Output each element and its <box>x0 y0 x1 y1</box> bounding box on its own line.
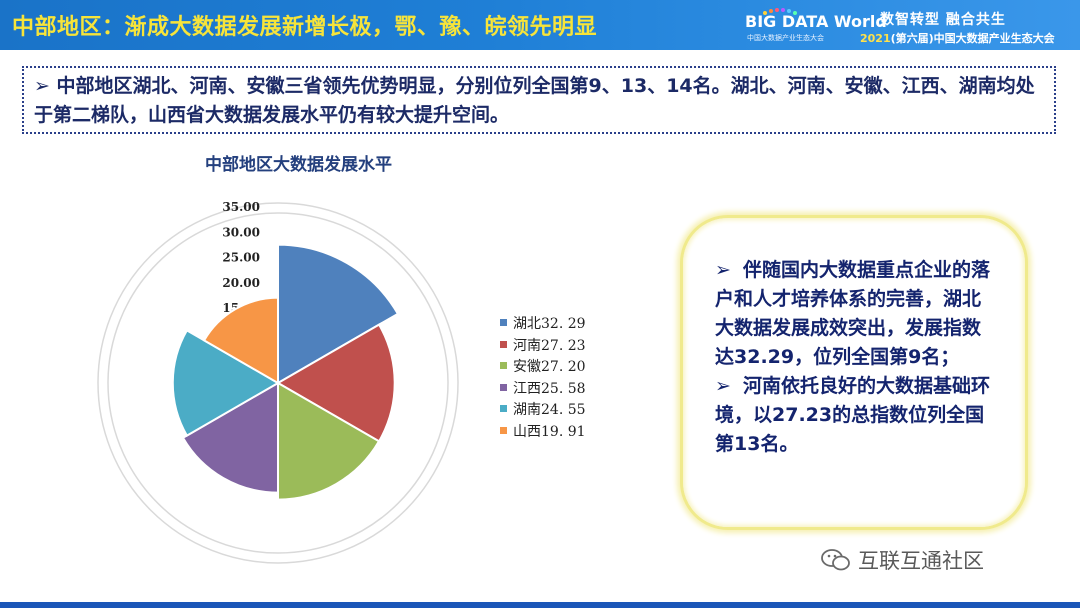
outer-ring <box>97 202 459 564</box>
legend-label: 河南27. 23 <box>513 337 586 354</box>
callout-item-2-text: 河南依托良好的大数据基础环境，以27.23的总指数位列全国第13名。 <box>715 375 991 455</box>
page-title: 中部地区：渐成大数据发展新增长极，鄂、豫、皖领先明显 <box>12 15 598 40</box>
legend-label: 湖北32. 29 <box>513 316 586 332</box>
event-title: (第六届)中国大数据产业生态大会 <box>890 32 1055 45</box>
legend-label: 山西19. 91 <box>513 423 586 440</box>
legend-swatch <box>500 383 507 391</box>
callout-item-1: ➢ 伴随国内大数据重点企业的落户和人才培养体系的完善，湖北大数据发展成效突出，发展… <box>715 256 995 372</box>
callout-box: ➢ 伴随国内大数据重点企业的落户和人才培养体系的完善，湖北大数据发展成效突出，发展… <box>680 215 1028 530</box>
legend-item: 安徽27. 20 <box>500 356 620 378</box>
chart-slices <box>171 243 400 501</box>
arrow-bullet-icon: ➢ <box>715 259 731 281</box>
chart-legend: 湖北32. 29 河南27. 23 安徽27. 20 江西25. 58 湖南24. 55… <box>500 313 620 442</box>
callout-text: ➢ 伴随国内大数据重点企业的落户和人才培养体系的完善，湖北大数据发展成效突出，发展… <box>715 256 995 459</box>
slice-安徽 <box>277 381 381 501</box>
legend-swatch <box>500 362 507 369</box>
wechat-icon <box>821 549 850 571</box>
inner-ring <box>107 212 449 554</box>
logo-subtext: 中国大数据产业生态大会 <box>747 34 824 42</box>
arrow-bullet-icon: ➢ <box>715 375 731 397</box>
tick-label: 35.00 <box>222 200 260 214</box>
summary-text: ➢ 中部地区湖北、河南、安徽三省领先优势明显，分别位列全国第9、13、14名。湖… <box>34 75 1035 126</box>
legend-item: 江西25. 58 <box>500 378 620 400</box>
legend-item: 河南27. 23 <box>500 335 620 357</box>
footer-line <box>0 602 1080 608</box>
slice-江西 <box>181 381 279 494</box>
callout-item-1-text: 伴随国内大数据重点企业的落户和人才培养体系的完善，湖北大数据发展成效突出，发展指… <box>715 259 991 368</box>
bigdata-world-logo: BIG DATA World 中国大数据产业生态大会 <box>745 6 887 44</box>
legend-item: 湖南24. 55 <box>500 399 620 421</box>
slice-湖北 <box>277 243 400 385</box>
event-year: 2021 <box>860 32 891 45</box>
legend-label: 江西25. 58 <box>513 380 586 397</box>
logo-text: BIG DATA World <box>745 12 887 31</box>
logo-dots-icon <box>763 8 797 15</box>
legend-swatch <box>500 405 507 412</box>
slice-山西 <box>202 296 279 385</box>
header-banner: 中部地区：渐成大数据发展新增长极，鄂、豫、皖领先明显 BIG DATA Worl… <box>0 0 1080 50</box>
legend-label: 湖南24. 55 <box>513 402 586 418</box>
legend-label: 安徽27. 20 <box>513 359 586 375</box>
tick-label: 25.00 <box>222 251 260 265</box>
slogan: 数智转型 融合共生 <box>880 12 1006 28</box>
legend-item: 湖北32. 29 <box>500 313 620 335</box>
tick-label: 20.00 <box>222 276 260 290</box>
legend-swatch <box>500 426 507 434</box>
legend-swatch <box>500 340 507 348</box>
summary-box: ➢ 中部地区湖北、河南、安徽三省领先优势明显，分别位列全国第9、13、14名。湖… <box>22 66 1056 134</box>
legend-swatch <box>500 319 507 326</box>
chart-title: 中部地区大数据发展水平 <box>205 155 392 175</box>
callout-item-2: ➢ 河南依托良好的大数据基础环境，以27.23的总指数位列全国第13名。 <box>715 372 995 459</box>
slice-河南 <box>276 323 396 443</box>
event-name: 2021(第六届)中国大数据产业生态大会 <box>860 30 1055 46</box>
watermark-text: 互联互通社区 <box>858 549 984 573</box>
tick-label: 30.00 <box>222 225 260 239</box>
legend-item: 山西19. 91 <box>500 421 620 443</box>
slice-湖南 <box>171 329 281 437</box>
